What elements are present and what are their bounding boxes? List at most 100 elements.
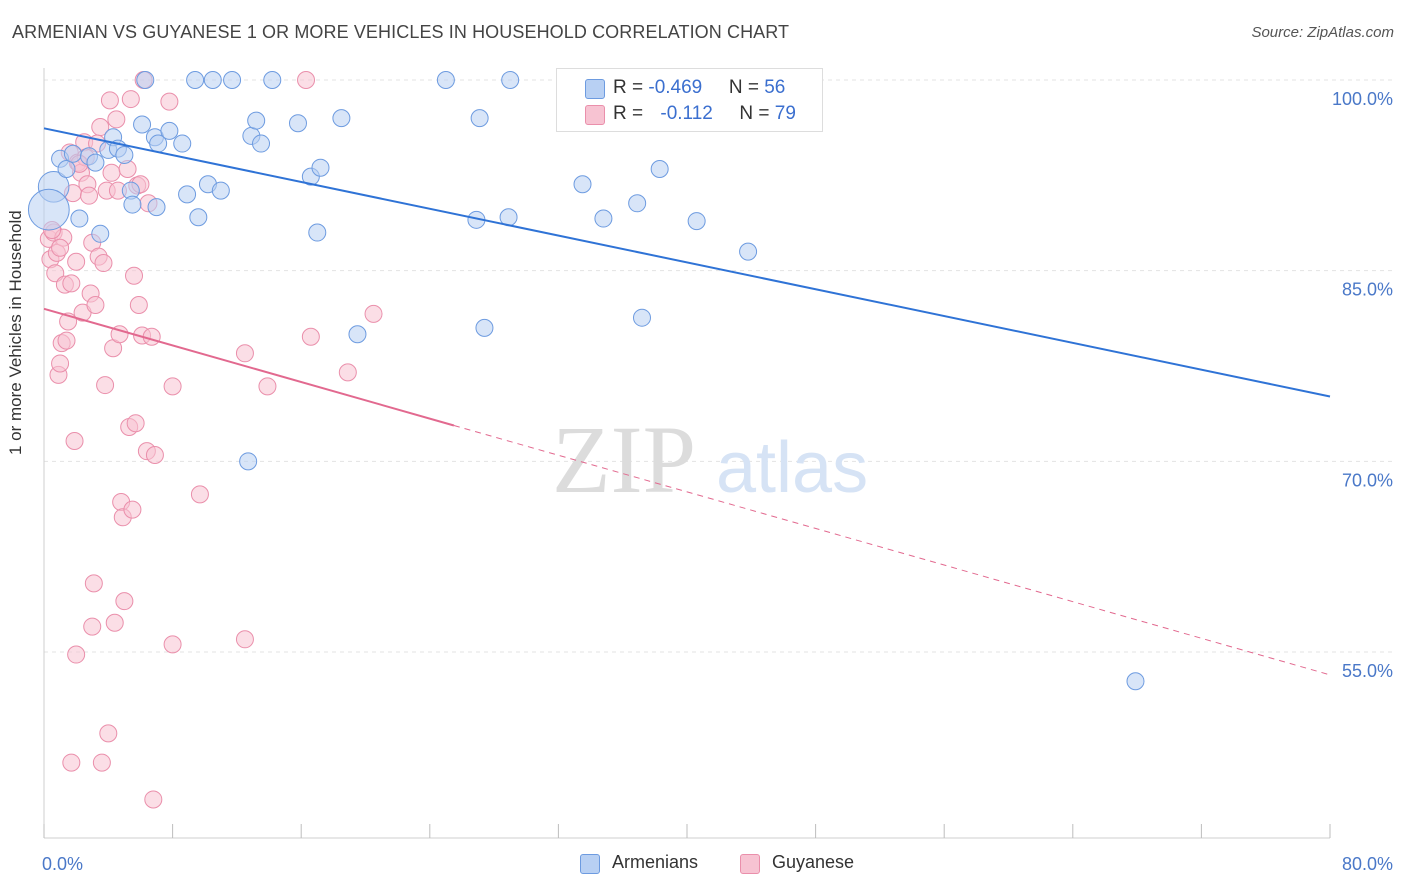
guyanese-point-18 [67, 645, 86, 664]
watermark-zip: ZIP [552, 406, 696, 513]
armenian-point-14 [123, 195, 142, 214]
y-tick-label-0: 55.0% [1342, 661, 1393, 681]
legend-label-guyanese: Guyanese [772, 852, 855, 872]
armenian-point-15 [133, 115, 152, 134]
armenian-point-49 [628, 194, 647, 213]
guyanese-point-42 [107, 110, 126, 129]
guyanese-point-38 [100, 91, 119, 110]
chart-title: ARMENIAN VS GUYANESE 1 OR MORE VEHICLES … [12, 22, 790, 42]
y-tick-label-3: 100.0% [1332, 89, 1393, 109]
n-label: N = [728, 77, 765, 98]
armenian-swatch [585, 79, 605, 99]
armenian-point-50 [632, 308, 651, 327]
guyanese-point-73 [338, 363, 357, 382]
armenian-point-16 [136, 71, 155, 89]
armenian-point-8 [91, 224, 110, 243]
armenian-point-42 [470, 109, 489, 128]
armenian-point-28 [223, 71, 242, 89]
source-label: Source: ZipAtlas.com [1251, 24, 1394, 41]
correlation-legend: R = -0.469 N = 56 R = -0.112 N = 79 [556, 68, 823, 132]
n-label: N = [739, 103, 775, 124]
r-label: R = [613, 103, 649, 124]
x-tick-label-max: 80.0% [1342, 854, 1393, 874]
guyanese-point-37 [99, 724, 118, 743]
guyanese-point-33 [92, 753, 111, 772]
guyanese-point-14 [62, 753, 81, 772]
y-axis-title: 1 or more Vehicles in Household [6, 210, 25, 455]
r-value: -0.469 [648, 77, 703, 98]
armenian-point-12 [115, 145, 134, 164]
armenian-point-24 [186, 71, 205, 89]
guyanese-point-10 [57, 331, 76, 350]
armenian-point-31 [247, 111, 266, 130]
guyanese-point-51 [123, 500, 142, 519]
y-tick-label-2: 85.0% [1342, 280, 1393, 300]
tick-labels: 55.0% 70.0% 85.0% 100.0% 0.0% 80.0% [42, 89, 1393, 874]
guyanese-point-72 [301, 327, 320, 346]
armenian-trend-line [43, 127, 1331, 398]
x-tick-label-min: 0.0% [42, 854, 83, 874]
legend-row-guyanese: R = -0.112 N = 79 [613, 103, 796, 125]
armenian-point-26 [203, 71, 222, 89]
guyanese-point-25 [80, 186, 99, 205]
r-label: R = [613, 77, 649, 98]
guyanese-point-52 [125, 266, 144, 285]
guyanese-point-17 [67, 252, 86, 271]
guyanese-point-62 [144, 790, 163, 809]
guyanese-point-66 [163, 635, 182, 654]
guyanese-point-16 [65, 431, 84, 450]
armenian-point-53 [739, 242, 758, 261]
guyanese-trend-line-dashed [453, 425, 1331, 676]
guyanese-trend-line-solid [43, 307, 455, 427]
guyanese-point-74 [364, 304, 383, 323]
armenian-point-37 [311, 158, 330, 177]
armenian-point-19 [147, 198, 166, 217]
armenian-point-47 [573, 175, 592, 194]
trend-lines [43, 127, 1331, 676]
armenian-point-51 [650, 159, 669, 178]
guyanese-point-63 [145, 445, 164, 464]
armenian-point-32 [252, 134, 271, 153]
armenian-point-39 [348, 325, 367, 344]
guyanese-point-50 [121, 90, 140, 109]
guyanese-point-30 [86, 295, 105, 314]
armenian-point-5 [70, 209, 89, 228]
guyanese-point-34 [94, 254, 113, 273]
legend-label-armenians: Armenians [612, 852, 699, 872]
armenian-point-34 [288, 114, 307, 133]
guyanese-point-65 [163, 377, 182, 396]
armenian-point-45 [501, 71, 520, 89]
guyanese-point-70 [258, 377, 277, 396]
armenian-point-54 [1126, 672, 1145, 691]
guyanese-point-39 [102, 163, 121, 182]
armenian-point-43 [475, 318, 494, 337]
armenian-point-38 [332, 109, 351, 128]
guyanese-point-67 [190, 485, 209, 504]
y-tick-label-1: 70.0% [1342, 470, 1393, 490]
armenian-point-27 [211, 181, 230, 200]
axes [43, 68, 1331, 839]
watermark-atlas: atlas [716, 428, 868, 508]
armenian-point-29 [239, 452, 258, 471]
guyanese-point-13 [62, 274, 81, 293]
guyanese-point-41 [105, 613, 124, 632]
armenian-point-4 [63, 144, 82, 163]
watermark: ZIP atlas [552, 406, 868, 513]
armenian-points [27, 71, 1145, 691]
armenian-point-40 [436, 71, 455, 89]
armenian-point-36 [308, 223, 327, 242]
r-value: -0.112 [660, 103, 713, 124]
n-value: 79 [774, 103, 796, 124]
legend-row-armenians: R = -0.469 N = 56 [613, 77, 785, 99]
armenian-legend-swatch [580, 854, 600, 874]
armenian-point-48 [594, 209, 613, 228]
guyanese-point-76 [51, 238, 70, 257]
armenian-point-52 [687, 212, 706, 231]
armenian-point-22 [178, 185, 197, 204]
guyanese-legend-swatch [740, 854, 760, 874]
guyanese-point-71 [297, 71, 316, 89]
guyanese-point-29 [84, 574, 103, 593]
guyanese-point-53 [126, 414, 145, 433]
armenian-point-3 [57, 159, 76, 178]
